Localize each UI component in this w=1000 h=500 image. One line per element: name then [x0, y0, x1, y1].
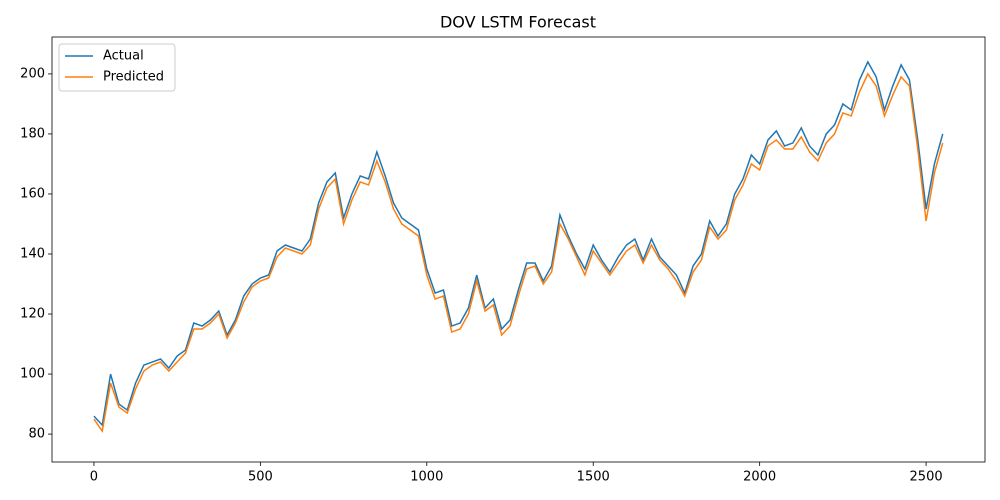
y-tick-label: 180 — [20, 126, 45, 141]
y-tick-label: 120 — [20, 307, 45, 322]
legend-label: Actual — [103, 49, 144, 64]
y-tick-label: 160 — [20, 186, 45, 201]
x-tick-label: 1500 — [577, 470, 610, 485]
y-tick-label: 100 — [20, 367, 45, 382]
data-line — [93, 72, 944, 434]
plot-frame — [51, 36, 986, 463]
x-tick-label: 2000 — [743, 470, 776, 485]
y-tick-label: 80 — [28, 427, 45, 442]
x-tick-label: 1000 — [410, 470, 443, 485]
chart-title: DOV LSTM Forecast — [440, 13, 596, 32]
legend-label: Predicted — [103, 70, 164, 85]
x-tick-label: 0 — [90, 470, 98, 485]
y-tick-label: 140 — [20, 247, 45, 262]
x-tick-label: 500 — [248, 470, 273, 485]
x-tick-label: 2500 — [910, 470, 943, 485]
data-line — [93, 60, 944, 427]
y-tick-label: 200 — [20, 66, 45, 81]
